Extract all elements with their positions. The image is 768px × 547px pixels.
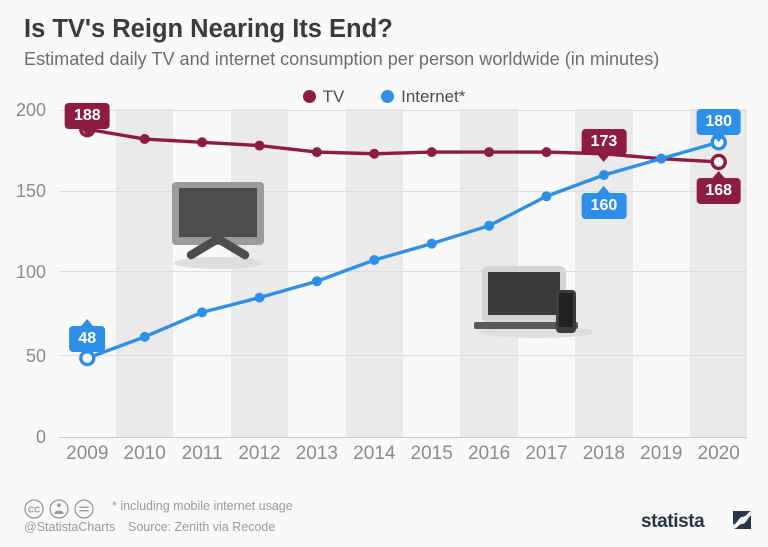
- svg-text:statista: statista: [641, 511, 705, 532]
- svg-text:CC: CC: [28, 505, 40, 515]
